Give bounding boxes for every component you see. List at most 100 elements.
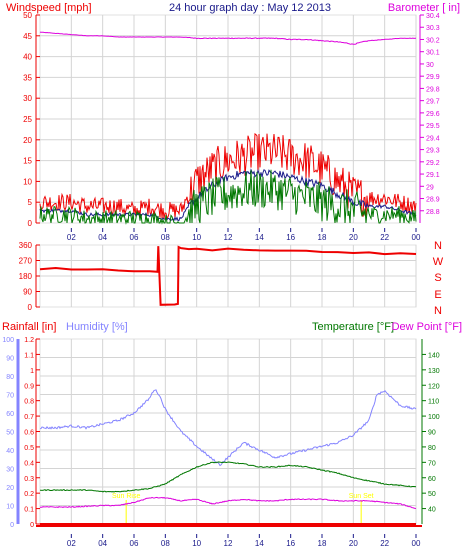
direction-y-tick-label: 180 xyxy=(19,272,33,281)
barometer-y-tick-label: 29 xyxy=(426,184,434,191)
temperature-legend-label: Temperature [°F] xyxy=(312,321,394,333)
humidity-y-tick-label: 40 xyxy=(6,448,14,455)
barometer-line xyxy=(39,31,416,45)
humidity-y-tick-label: 100 xyxy=(2,337,14,344)
humidity-y-tick-label: 90 xyxy=(6,356,14,363)
rain-y-tick-label: 0.2 xyxy=(24,491,34,498)
barometer-y-tick-label: 30 xyxy=(426,62,434,69)
humidity-line xyxy=(39,389,417,467)
wind-y-tick-label: 25 xyxy=(23,115,32,124)
temperature-y-tick-label: 50 xyxy=(428,491,436,498)
barometer-y-tick-label: 30.3 xyxy=(426,25,440,32)
rain-y-tick-label: 0.3 xyxy=(24,476,34,483)
barometer-y-tick-label: 29.7 xyxy=(426,99,440,106)
panel1-x-tick-label: 10 xyxy=(192,233,201,242)
chart-title: 24 hour graph day : May 12 2013 xyxy=(169,2,331,14)
panel1-x-tick-label: 08 xyxy=(161,233,170,242)
panel1-x-tick-label: 14 xyxy=(255,233,264,242)
sunset-label: Sun Set xyxy=(349,493,374,500)
temperature-line xyxy=(40,461,417,493)
wind-y-tick-label: 40 xyxy=(23,53,32,62)
wind-y-tick-label: 35 xyxy=(23,73,32,82)
humidity-y-tick-label: 80 xyxy=(6,374,14,381)
panel1-x-tick-label: 00 xyxy=(412,233,421,242)
panel3-x-tick-label: 14 xyxy=(255,539,264,548)
temperature-y-tick-label: 100 xyxy=(428,414,440,421)
wind-axis-label: Windspeed [mph] xyxy=(6,2,92,14)
panel1-x-tick-label: 16 xyxy=(286,233,295,242)
panel3-x-tick-label: 22 xyxy=(380,539,389,548)
rain-y-tick-label: 0.5 xyxy=(24,445,34,452)
panel1-x-tick-label: 22 xyxy=(380,233,389,242)
direction-label-w: W xyxy=(433,256,444,268)
panel3-x-tick-label: 18 xyxy=(318,539,327,548)
sunrise-label: Sun Rise xyxy=(112,493,141,500)
panel3-x-tick-label: 08 xyxy=(161,539,170,548)
direction-label-n-top: N xyxy=(434,240,442,252)
rain-y-tick-label: 0.4 xyxy=(24,460,34,467)
panel1-x-tick-label: 02 xyxy=(67,233,76,242)
direction-y-tick-label: 270 xyxy=(19,257,33,266)
wind-y-tick-label: 10 xyxy=(23,177,32,186)
wind-direction-line xyxy=(39,245,417,306)
wind-y-tick-label: 5 xyxy=(28,198,33,207)
temperature-y-tick-label: 110 xyxy=(428,399,439,406)
barometer-y-tick-label: 29.4 xyxy=(426,135,440,142)
temperature-y-tick-label: 70 xyxy=(428,460,436,467)
rainfall-legend-label: Rainfall [in] xyxy=(2,321,56,333)
wind-speed-line xyxy=(39,169,417,225)
dewpoint-legend-label: Dew Point [°F] xyxy=(392,321,462,333)
temperature-y-tick-label: 130 xyxy=(428,368,440,375)
barometer-y-tick-label: 29.3 xyxy=(426,148,440,155)
direction-label-s: S xyxy=(434,272,441,284)
rain-y-tick-label: 0 xyxy=(30,522,34,529)
rain-y-tick-label: 0.1 xyxy=(24,507,34,514)
wind-y-tick-label: 45 xyxy=(23,32,32,41)
direction-y-tick-label: 0 xyxy=(28,303,33,312)
panel3-x-tick-label: 04 xyxy=(98,539,107,548)
rain-y-tick-label: 0.6 xyxy=(24,430,34,437)
panel3-x-tick-label: 16 xyxy=(286,539,295,548)
temperature-y-tick-label: 40 xyxy=(428,507,436,514)
rain-y-tick-label: 0.9 xyxy=(24,383,34,390)
panel3-x-tick-label: 02 xyxy=(67,539,76,548)
panel3-x-tick-label: 06 xyxy=(130,539,139,548)
wind-y-tick-label: 0 xyxy=(28,219,33,228)
rain-y-tick-label: 1.2 xyxy=(24,337,34,344)
barometer-axis-label: Barometer [ in] xyxy=(388,2,460,14)
temperature-y-tick-label: 60 xyxy=(428,476,436,483)
barometer-y-tick-label: 28.8 xyxy=(426,209,440,216)
panel1-x-tick-label: 20 xyxy=(349,233,358,242)
humidity-y-tick-label: 20 xyxy=(6,485,14,492)
humidity-y-tick-label: 70 xyxy=(6,393,14,400)
humidity-y-tick-label: 0 xyxy=(10,522,14,529)
wind-y-tick-label: 30 xyxy=(23,94,32,103)
rain-y-tick-label: 0.8 xyxy=(24,399,34,406)
wind-y-tick-label: 50 xyxy=(23,11,32,20)
dewpoint-line xyxy=(39,496,417,509)
rain-y-tick-label: 0.7 xyxy=(24,414,34,421)
wind-y-tick-label: 15 xyxy=(23,157,32,166)
humidity-y-tick-label: 10 xyxy=(6,504,14,511)
temperature-y-tick-label: 80 xyxy=(428,445,436,452)
wind-gust-line xyxy=(39,132,417,220)
panel1-x-tick-label: 04 xyxy=(98,233,107,242)
temperature-y-tick-label: 140 xyxy=(428,352,440,359)
humidity-y-tick-label: 50 xyxy=(6,430,14,437)
barometer-y-tick-label: 29.5 xyxy=(426,123,440,130)
panel1-x-tick-label: 06 xyxy=(130,233,139,242)
barometer-y-tick-label: 29.8 xyxy=(426,86,440,93)
panel1-x-tick-label: 18 xyxy=(318,233,327,242)
humidity-y-tick-label: 60 xyxy=(6,411,14,418)
barometer-y-tick-label: 28.9 xyxy=(426,197,440,204)
barometer-y-tick-label: 30.1 xyxy=(426,50,440,57)
panel3-x-tick-label: 12 xyxy=(224,539,233,548)
humidity-y-tick-label: 30 xyxy=(6,467,14,474)
panel1-x-tick-label: 12 xyxy=(224,233,233,242)
barometer-y-tick-label: 30.4 xyxy=(426,13,440,20)
wind-y-tick-label: 20 xyxy=(23,136,32,145)
rain-y-tick-label: 1.1 xyxy=(24,352,34,359)
